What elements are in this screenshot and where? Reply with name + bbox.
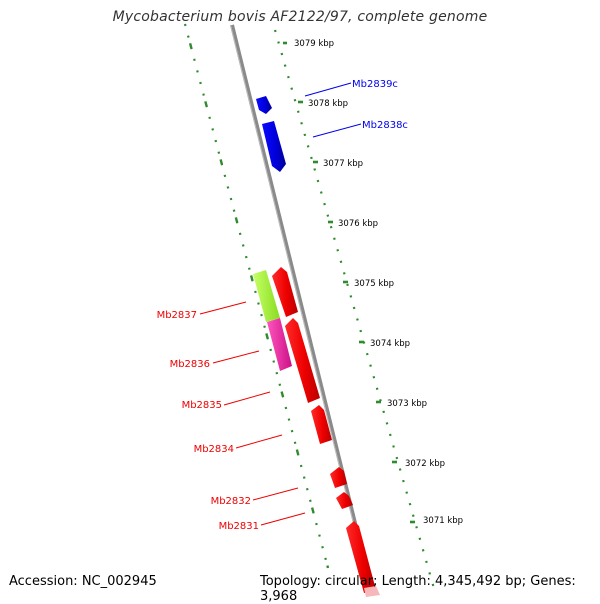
gene-label[interactable]: Mb2831 [219, 521, 259, 532]
leader-mb2836 [212, 350, 260, 364]
gene-label[interactable]: Mb2835 [182, 400, 222, 411]
leader-mb2838c [312, 123, 362, 138]
accession-text: Accession: NC_002945 [9, 574, 157, 589]
genome-backbone-highlight [230, 24, 371, 593]
gene-label[interactable]: Mb2834 [194, 444, 234, 455]
ruler-major-ticks [283, 41, 415, 524]
leader-mb2837 [199, 301, 247, 315]
map-title: Mycobacterium bovis AF2122/97, complete … [112, 9, 488, 25]
gene-mb2836-pink[interactable] [267, 318, 292, 371]
ruler-dotted-ring [273, 29, 437, 593]
ruler-label: 3072 kbp [405, 459, 445, 469]
gene-mb2834[interactable] [311, 405, 332, 444]
leader-lines [199, 82, 362, 526]
inner-dotted-ring [183, 23, 330, 569]
inner-ring-major-ticks [183, 23, 330, 569]
gene-mb2835[interactable] [285, 318, 320, 403]
leader-mb2834 [235, 434, 283, 449]
gene-mb2831-tail [364, 586, 380, 597]
ruler-label: 3075 kbp [354, 279, 394, 289]
gene-label[interactable]: Mb2838c [362, 120, 408, 131]
gene-mb2838c[interactable] [262, 121, 286, 172]
gene-label[interactable]: Mb2836 [170, 359, 210, 370]
genome-backbone [230, 24, 374, 593]
ruler-label: 3076 kbp [338, 219, 378, 229]
gene-mb2837-green[interactable] [253, 270, 280, 322]
ruler-label: 3077 kbp [323, 159, 363, 169]
leader-mb2831 [260, 512, 306, 526]
ruler-label: 3073 kbp [387, 399, 427, 409]
leader-mb2832 [252, 487, 299, 501]
gene-mb2837-red[interactable] [272, 267, 298, 317]
ruler-label: 3071 kbp [423, 516, 463, 526]
leader-mb2839c [304, 82, 352, 97]
gene-mb2839c[interactable] [256, 96, 272, 114]
gene-mb2832b[interactable] [336, 492, 353, 509]
ruler-label: 3079 kbp [294, 39, 334, 49]
gene-label[interactable]: Mb2839c [352, 79, 398, 90]
gene-mb2831[interactable] [346, 521, 376, 593]
gene-label[interactable]: Mb2832 [211, 496, 251, 507]
ruler-label: 3074 kbp [370, 339, 410, 349]
gene-label[interactable]: Mb2837 [157, 310, 197, 321]
ruler-label: 3078 kbp [308, 99, 348, 109]
gene-mb2832[interactable] [330, 467, 347, 488]
leader-mb2835 [223, 391, 271, 406]
